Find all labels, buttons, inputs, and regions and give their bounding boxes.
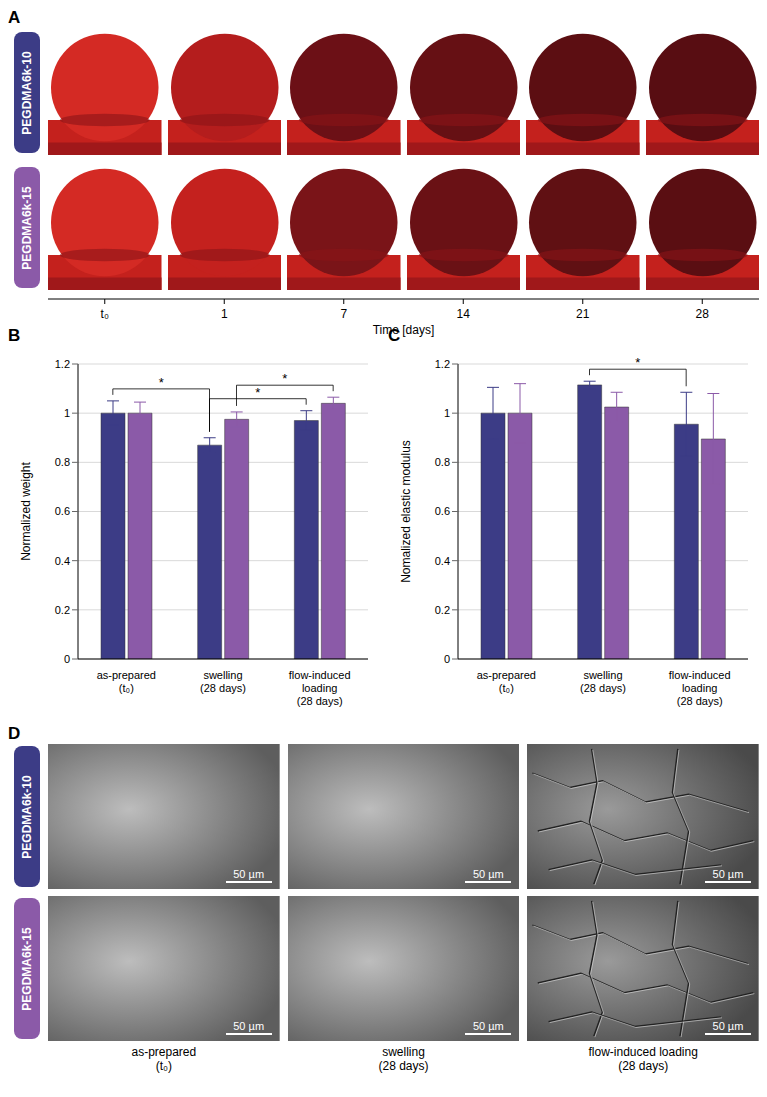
svg-text:0: 0	[444, 653, 450, 665]
svg-text:14: 14	[457, 307, 471, 321]
svg-text:7: 7	[340, 307, 347, 321]
svg-text:*: *	[159, 375, 164, 390]
svg-text:Normalized weight: Normalized weight	[19, 461, 33, 560]
svg-text:0.6: 0.6	[435, 505, 450, 517]
svg-text:swelling(28 days): swelling(28 days)	[200, 669, 246, 694]
svg-text:0.4: 0.4	[55, 555, 70, 567]
svg-text:as-prepared(t₀): as-prepared(t₀)	[97, 669, 156, 694]
svg-text:Time [days]: Time [days]	[373, 323, 435, 337]
svg-text:*: *	[282, 371, 287, 386]
svg-text:1: 1	[64, 407, 70, 419]
svg-text:28: 28	[696, 307, 710, 321]
svg-text:0.2: 0.2	[55, 604, 70, 616]
svg-text:1.2: 1.2	[55, 358, 70, 370]
svg-text:*: *	[635, 355, 640, 370]
svg-text:0.8: 0.8	[435, 456, 450, 468]
svg-text:1: 1	[444, 407, 450, 419]
svg-text:t₀: t₀	[101, 307, 109, 321]
svg-text:0.4: 0.4	[435, 555, 450, 567]
svg-text:as-prepared(t₀): as-prepared(t₀)	[477, 669, 536, 694]
svg-text:0.6: 0.6	[55, 505, 70, 517]
svg-text:0.8: 0.8	[55, 456, 70, 468]
svg-text:swelling(28 days): swelling(28 days)	[580, 669, 626, 694]
svg-text:21: 21	[576, 307, 590, 321]
svg-text:1: 1	[221, 307, 228, 321]
svg-text:*: *	[255, 385, 260, 400]
svg-text:flow-inducedloading(28 days): flow-inducedloading(28 days)	[669, 669, 731, 707]
svg-text:0: 0	[64, 653, 70, 665]
svg-text:0.2: 0.2	[435, 604, 450, 616]
svg-text:flow-inducedloading(28 days): flow-inducedloading(28 days)	[289, 669, 351, 707]
svg-text:Nomalized elastic modulus: Nomalized elastic modulus	[399, 440, 413, 583]
svg-text:1.2: 1.2	[435, 358, 450, 370]
